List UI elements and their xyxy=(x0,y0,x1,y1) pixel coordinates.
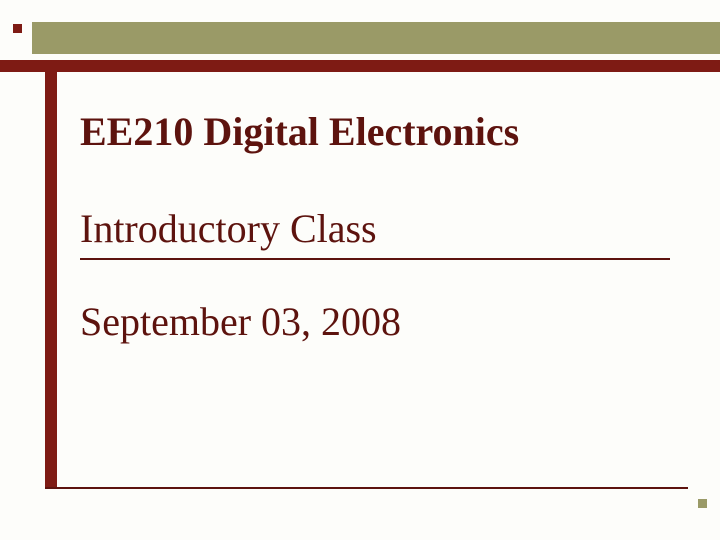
corner-square-bottom-right xyxy=(698,499,707,508)
corner-square-top-left xyxy=(13,24,22,33)
left-maroon-bar xyxy=(45,72,57,487)
date-label: September 03, 2008 xyxy=(80,298,670,345)
slide-content: EE210 Digital Electronics Introductory C… xyxy=(80,90,670,345)
top-olive-bar xyxy=(32,22,720,54)
top-maroon-bar xyxy=(0,60,720,72)
course-title: EE210 Digital Electronics xyxy=(80,108,670,155)
title-underline xyxy=(80,258,670,260)
bottom-border-line xyxy=(45,487,688,489)
class-label: Introductory Class xyxy=(80,205,670,256)
